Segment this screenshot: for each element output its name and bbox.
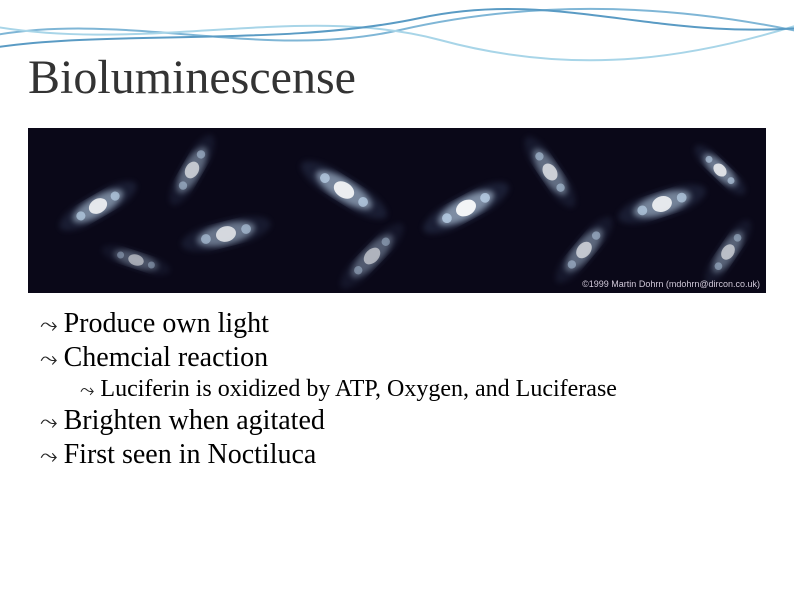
bullet-item: ⤳First seen in Noctiluca	[40, 439, 760, 471]
bullet-glyph-icon: ⤳	[40, 346, 58, 372]
bullet-item: ⤳ Luciferin is oxidized by ATP, Oxygen, a…	[80, 376, 760, 403]
bullet-glyph-icon: ⤳	[40, 312, 58, 338]
bullet-glyph-icon: ⤳	[80, 380, 94, 401]
bioluminescence-image: ©1999 Martin Dohrn (mdohrn@dircon.co.uk)	[28, 128, 766, 293]
bullet-item: ⤳Chemcial reaction	[40, 342, 760, 374]
slide-title: Bioluminescense	[28, 50, 356, 105]
bullet-item: ⤳Brighten when agitated	[40, 405, 760, 437]
bullet-text: Chemcial reaction	[64, 342, 268, 374]
bullet-glyph-icon: ⤳	[40, 443, 58, 469]
bullet-text: Brighten when agitated	[64, 405, 325, 437]
bullet-item: ⤳Produce own light	[40, 308, 760, 340]
bullet-glyph-icon: ⤳	[40, 409, 58, 435]
bullet-text: First seen in Noctiluca	[64, 439, 317, 471]
image-caption: ©1999 Martin Dohrn (mdohrn@dircon.co.uk)	[582, 279, 760, 289]
bullet-list: ⤳Produce own light⤳Chemcial reaction⤳Luc…	[40, 308, 760, 473]
bullet-text: Luciferin is oxidized by ATP, Oxygen, an…	[100, 376, 617, 403]
bullet-text: Produce own light	[64, 308, 269, 340]
